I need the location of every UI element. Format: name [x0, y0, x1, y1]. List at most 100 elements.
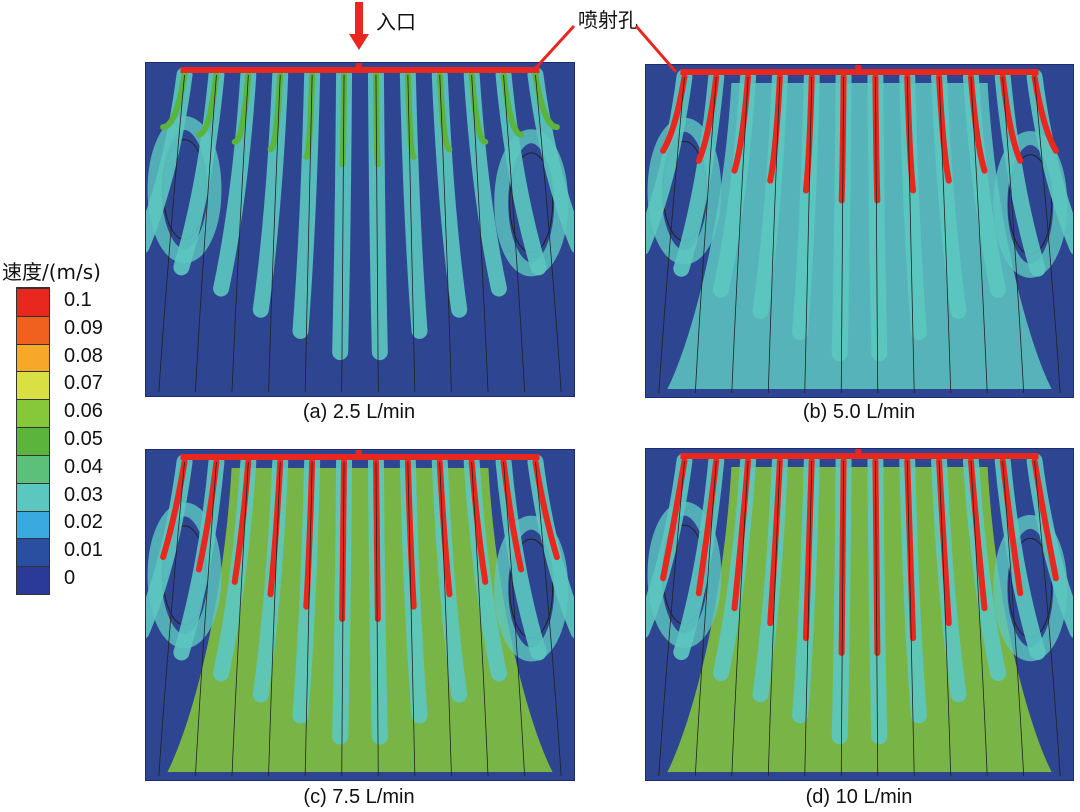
legend-swatch: [17, 399, 49, 428]
streamline: [231, 461, 249, 777]
streamline: [535, 74, 562, 393]
streamline: [938, 460, 952, 777]
streamline: [231, 74, 249, 393]
legend-swatch: [17, 315, 49, 344]
legend-swatch: [17, 538, 49, 567]
streamline: [875, 76, 879, 394]
caption-b: (b) 5.0 L/min: [802, 401, 916, 423]
streamline: [375, 461, 379, 777]
streamline: [875, 460, 879, 777]
jet-core: [195, 459, 220, 573]
jet-core: [1031, 458, 1059, 582]
streamline: [158, 74, 185, 393]
nozzle-label: 喷射孔: [578, 8, 638, 32]
streamline: [970, 460, 988, 777]
jet-core: [695, 458, 720, 597]
streamline: [341, 461, 345, 777]
streamline: [158, 461, 185, 777]
streamline: [375, 74, 379, 393]
velocity-contour-b: [646, 65, 1073, 397]
legend-tick-label: 0: [64, 567, 76, 589]
caption-a: (a) 2.5 L/min: [302, 401, 416, 423]
panel-c: [145, 449, 575, 781]
streamline: [471, 461, 489, 777]
inlet-stub: [855, 449, 862, 457]
legend-tick-label: 0.01: [64, 539, 103, 562]
legend-swatch: [17, 482, 49, 511]
legend-tick-label: 0.02: [64, 511, 103, 534]
streamline: [195, 461, 217, 777]
legend-tick-label: 0.08: [64, 344, 103, 367]
panel-d: [645, 448, 1074, 781]
streamline: [503, 461, 525, 777]
legend-tick-label: 0.04: [64, 455, 103, 478]
streamline: [731, 76, 749, 394]
streamline: [407, 461, 416, 777]
legend-tick-label: 0.06: [64, 400, 103, 423]
velocity-contour-d: [646, 449, 1073, 780]
velocity-contour-c: [146, 450, 574, 780]
streamline: [840, 460, 844, 777]
streamline: [268, 461, 281, 777]
legend-tick-label: 0.03: [64, 483, 103, 506]
jet-core: [1031, 74, 1059, 154]
streamline: [1034, 76, 1061, 394]
jet-core: [999, 458, 1024, 597]
legend-swatch: [17, 371, 49, 400]
legend-title: 速度/(m/s): [2, 260, 101, 284]
legend-swatch: [17, 566, 49, 594]
legend-tick-label: 0.1: [64, 289, 92, 311]
legend-colorbar: [16, 287, 50, 595]
streamline: [304, 74, 313, 393]
streamline: [439, 461, 452, 777]
streamline: [906, 76, 915, 394]
jet-core: [532, 459, 560, 561]
jet-core: [999, 74, 1024, 164]
jet-core: [160, 459, 188, 561]
streamline: [1002, 460, 1025, 777]
velocity-contour-a: [146, 63, 574, 396]
inlet-stub: [355, 63, 362, 71]
streamline: [341, 74, 345, 393]
jet-core: [195, 72, 220, 138]
inlet-arrow: [349, 2, 369, 50]
streamline: [804, 460, 813, 777]
legend-swatch: [17, 454, 49, 483]
caption-d: (d) 10 L/min: [805, 786, 913, 808]
legend-swatch: [17, 427, 49, 455]
jet-core: [660, 458, 688, 582]
streamline: [304, 461, 313, 777]
legend-swatch: [17, 288, 49, 316]
legend-tick-label: 0.07: [64, 372, 103, 395]
legend-tick-label: 0.05: [64, 428, 103, 450]
streamline: [804, 76, 813, 394]
streamline: [658, 460, 685, 777]
jet-core: [532, 72, 560, 131]
inlet-stub: [855, 65, 862, 73]
streamline: [268, 74, 281, 393]
legend-tick-label: 0.09: [64, 316, 103, 339]
streamline: [731, 460, 749, 777]
jet-core: [695, 74, 720, 164]
panel-a: [145, 62, 575, 397]
streamline: [694, 76, 717, 394]
jet-core: [500, 459, 525, 573]
legend-swatch: [17, 510, 49, 539]
streamline: [767, 76, 781, 394]
streamline: [407, 74, 416, 393]
legend-swatch: [17, 343, 49, 372]
streamline: [195, 74, 217, 393]
streamline: [938, 76, 952, 394]
panel-b: [645, 64, 1074, 398]
streamline: [694, 460, 717, 777]
streamline: [906, 460, 915, 777]
streamline: [535, 461, 562, 777]
streamline: [658, 76, 685, 394]
streamline: [439, 74, 452, 393]
streamline: [767, 460, 781, 777]
jet-core: [660, 74, 688, 154]
inlet-label: 入口: [376, 10, 416, 34]
jet-core: [500, 72, 525, 138]
streamline: [503, 74, 525, 393]
jet-core: [160, 72, 188, 131]
